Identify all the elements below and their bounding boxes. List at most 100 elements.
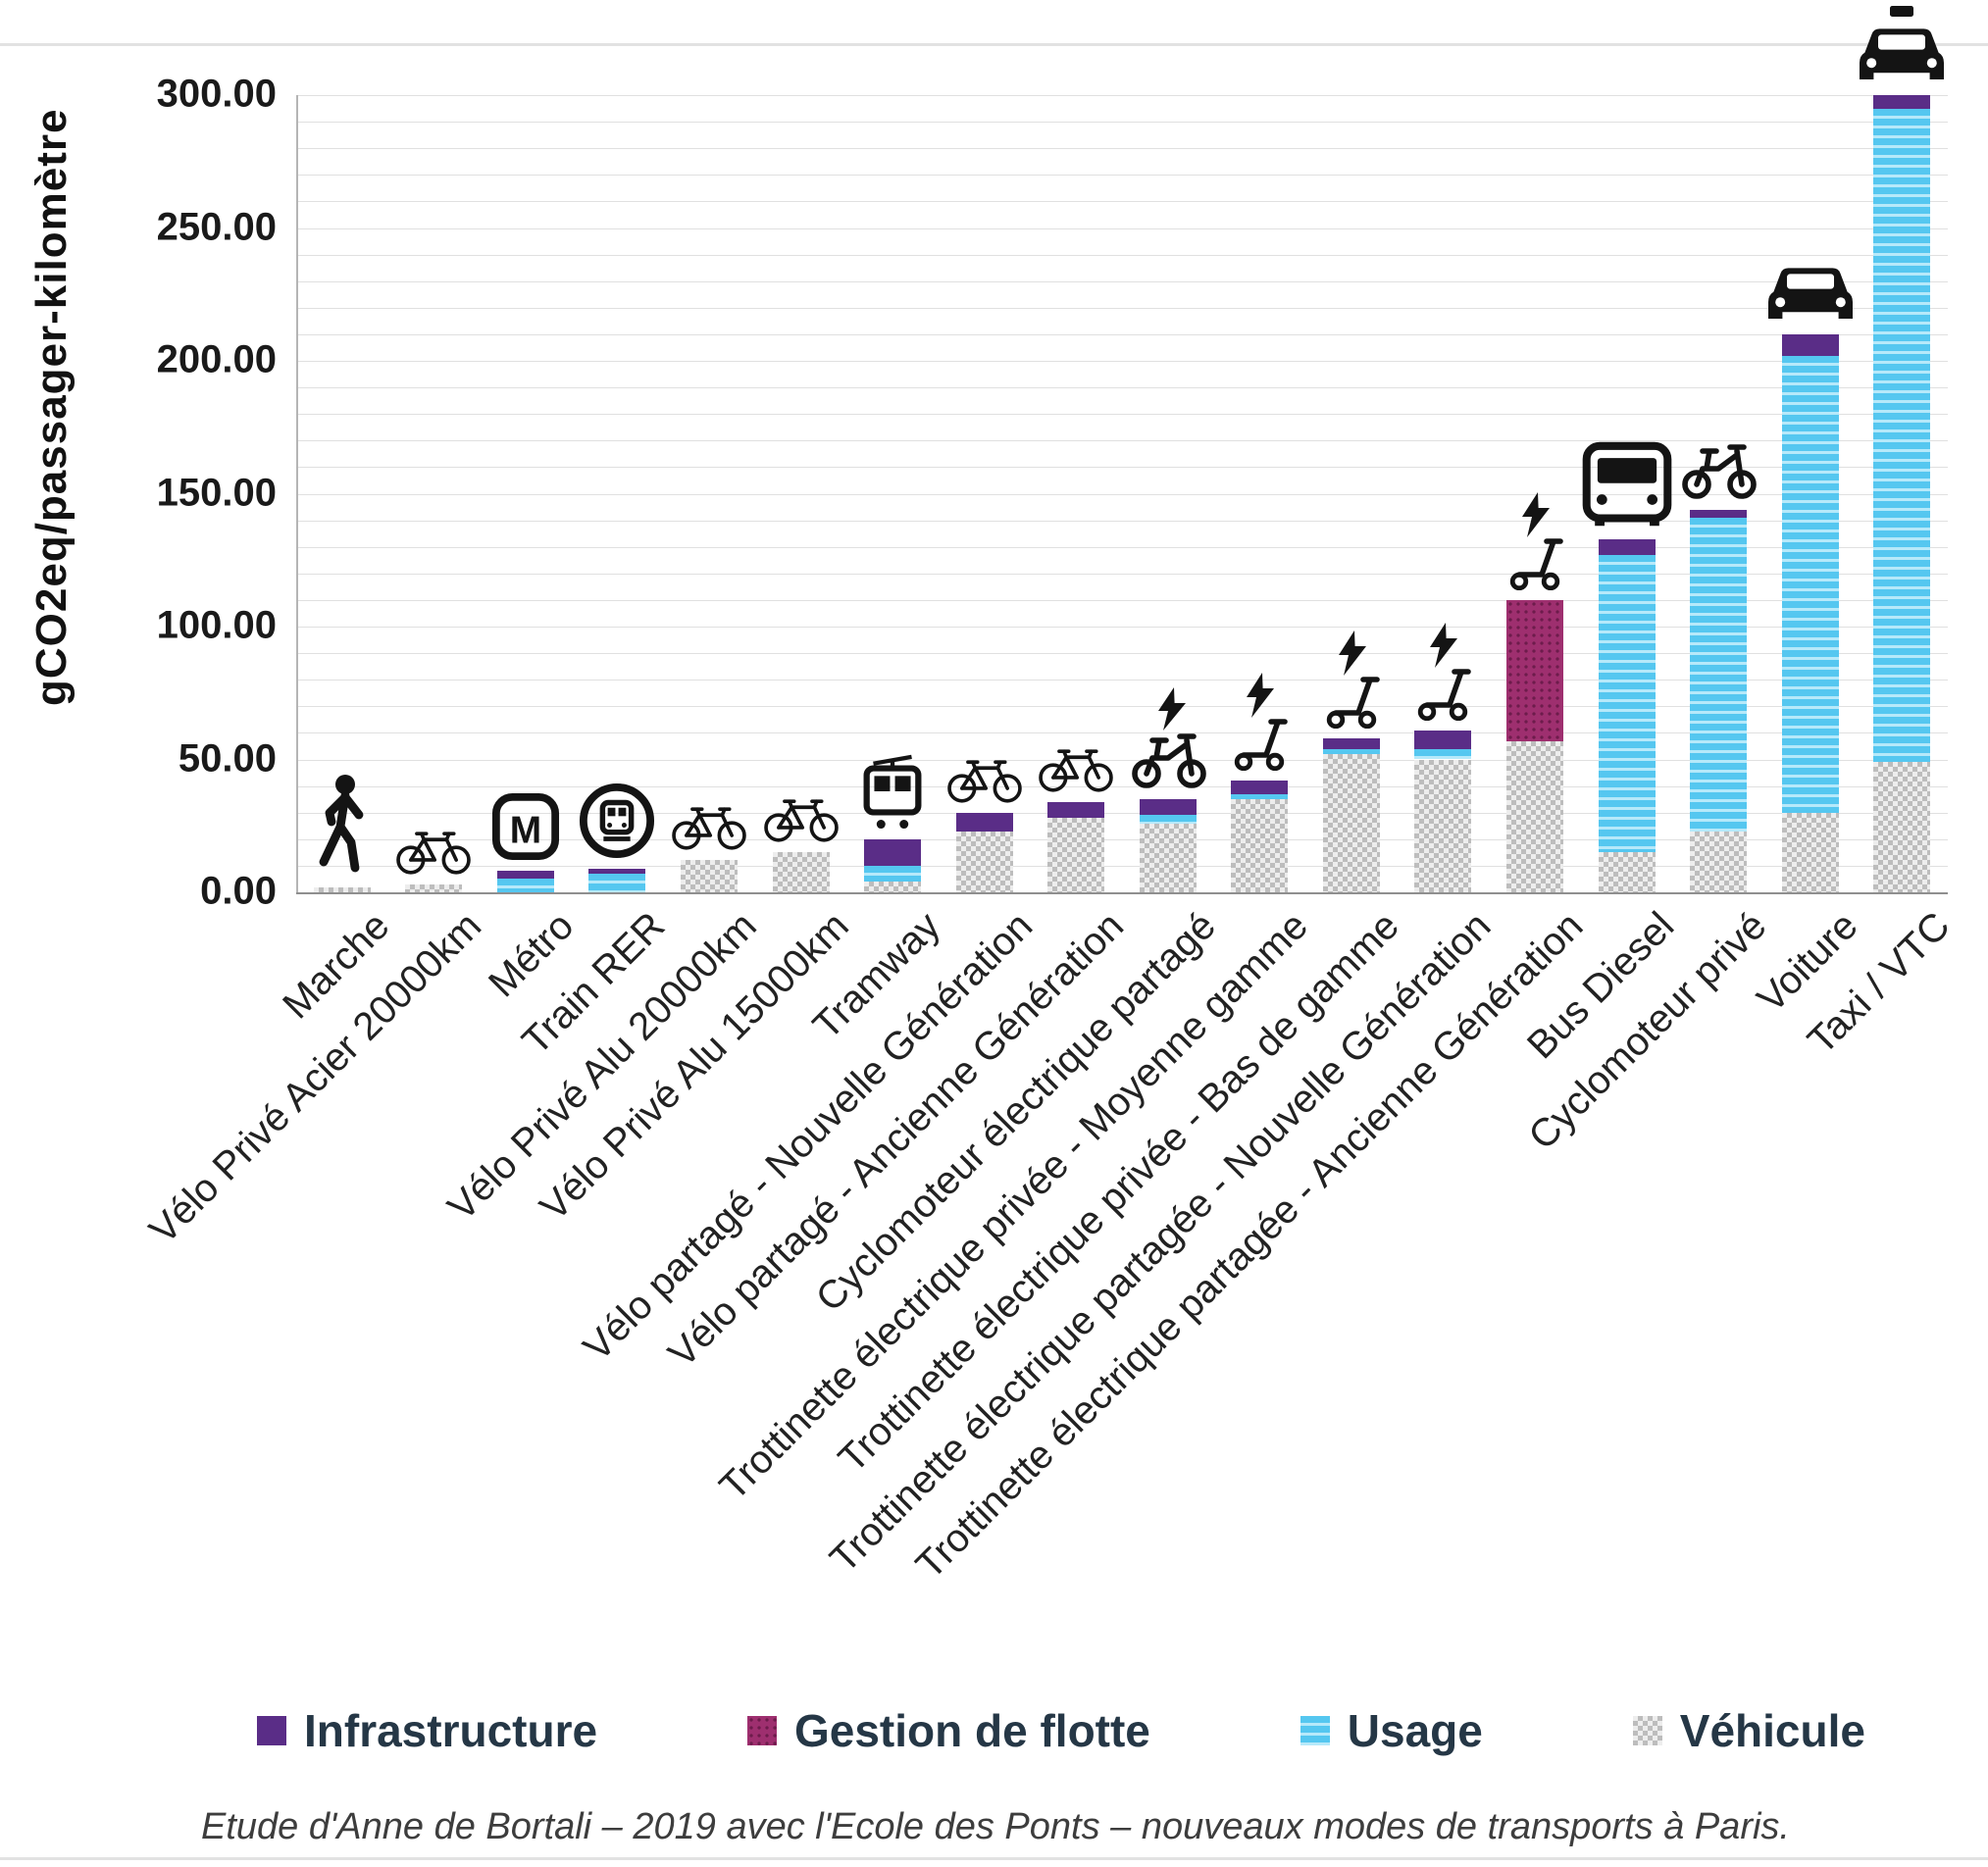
top-divider: [0, 43, 1988, 46]
gridline: [296, 732, 1948, 734]
bar-segment-infrastructure: [496, 871, 554, 880]
bar-segment-vehicule: [405, 883, 463, 892]
bar-segment-vehicule: [1598, 852, 1656, 892]
scooter-electric-icon: [1504, 491, 1565, 591]
bar-segment-vehicule: [1873, 762, 1931, 892]
legend-swatch-vehicule: [1632, 1716, 1662, 1745]
bar-segment-infrastructure: [1414, 730, 1472, 749]
y-tick-label: 300.00: [156, 72, 277, 116]
taxi-icon: [1851, 5, 1953, 85]
legend-swatch-gestion: [746, 1716, 777, 1745]
bar-segment-usage: [1414, 748, 1472, 760]
bar-segment-infrastructure: [1322, 737, 1380, 749]
y-tick-label: 100.00: [156, 603, 277, 647]
scooter-electric-icon: [1321, 630, 1382, 730]
bus-icon: [1580, 441, 1674, 530]
gridline: [296, 122, 1948, 124]
gridline: [296, 573, 1948, 575]
bar-segment-vehicule: [1690, 831, 1748, 892]
bicycle-icon: [395, 824, 472, 875]
bar-segment-infrastructure: [1047, 801, 1105, 819]
gridline: [296, 467, 1948, 469]
legend-label-infrastructure: Infrastructure: [304, 1705, 598, 1756]
legend-item-vehicule: Véhicule: [1632, 1704, 1865, 1757]
gridline: [296, 95, 1948, 96]
gridline: [296, 653, 1948, 655]
gridline: [296, 865, 1948, 867]
bar-segment-infrastructure: [864, 838, 922, 866]
gridline: [296, 333, 1948, 335]
gridline: [296, 680, 1948, 681]
bar-segment-usage: [864, 865, 922, 883]
bar-segment-vehicule: [1322, 754, 1380, 892]
bicycle-icon: [763, 791, 840, 842]
bar-segment-vehicule: [681, 860, 738, 892]
y-tick-label: 250.00: [156, 205, 277, 249]
bar-segment-vehicule: [1047, 818, 1105, 892]
legend-label-gestion: Gestion de flotte: [793, 1705, 1150, 1756]
bar-segment-infrastructure: [1873, 95, 1931, 109]
gridline: [296, 599, 1948, 601]
y-tick-label: 200.00: [156, 337, 277, 381]
bar-segment-vehicule: [1414, 759, 1472, 892]
source-caption: Etude d'Anne de Bortali – 2019 avec l'Ec…: [201, 1806, 1790, 1847]
metro-icon: M: [491, 792, 560, 861]
bottom-divider: [0, 1857, 1988, 1860]
gridline: [296, 175, 1948, 177]
legend-swatch-infrastructure: [257, 1716, 286, 1745]
gridline: [296, 280, 1948, 282]
gridline: [296, 785, 1948, 787]
bicycle-icon: [946, 752, 1023, 803]
legend: Infrastructure Gestion de flotte Usage Véhi…: [257, 1704, 1865, 1757]
gridline: [296, 627, 1948, 628]
bar-segment-infrastructure: [1231, 781, 1289, 794]
bar-segment-vehicule: [772, 852, 830, 892]
rer-icon: [579, 782, 655, 859]
gridline: [296, 254, 1948, 256]
gridline: [296, 838, 1948, 840]
bar-segment-vehicule: [955, 831, 1013, 892]
bar-segment-usage: [1598, 554, 1656, 853]
gridline: [296, 307, 1948, 309]
bar-segment-usage: [1139, 815, 1197, 824]
car-icon: [1759, 258, 1861, 325]
y-axis-line: [296, 95, 298, 892]
bar-segment-vehicule: [1231, 799, 1289, 892]
bar-segment-infrastructure: [1139, 799, 1197, 816]
bar-segment-usage: [496, 879, 554, 892]
gridline: [296, 812, 1948, 814]
tram-icon: [852, 751, 933, 830]
bar-segment-infrastructure: [588, 868, 646, 875]
gridline: [296, 520, 1948, 522]
y-tick-label: 0.00: [200, 869, 277, 913]
x-axis-line: [296, 892, 1948, 894]
gridline: [296, 493, 1948, 495]
bar-segment-usage: [1781, 355, 1839, 813]
moped-electric-icon: [1129, 687, 1207, 789]
pedestrian-icon: [312, 774, 373, 878]
bar-segment-gestion: [1506, 599, 1563, 741]
legend-label-usage: Usage: [1347, 1705, 1483, 1756]
bar-segment-usage: [588, 874, 646, 892]
gridline: [296, 201, 1948, 203]
bar-segment-vehicule: [1139, 823, 1197, 892]
legend-item-gestion: Gestion de flotte: [746, 1704, 1150, 1757]
bar-segment-vehicule: [1506, 740, 1563, 892]
scooter-electric-icon: [1412, 622, 1473, 721]
gridline: [296, 387, 1948, 389]
bicycle-icon: [671, 799, 747, 851]
gridline: [296, 148, 1948, 150]
bar-segment-usage: [1231, 793, 1289, 800]
y-tick-label: 50.00: [178, 736, 277, 781]
bar-segment-vehicule: [1781, 812, 1839, 892]
gridline: [296, 546, 1948, 548]
y-axis-title: gCO2eq/passager-kilomètre: [27, 108, 76, 706]
bar-segment-usage: [1690, 517, 1748, 832]
legend-item-usage: Usage: [1300, 1704, 1483, 1757]
y-tick-label: 150.00: [156, 471, 277, 515]
svg-text:M: M: [510, 810, 541, 852]
bar-segment-vehicule: [864, 882, 922, 892]
bar-segment-infrastructure: [955, 812, 1013, 832]
gridline: [296, 227, 1948, 229]
